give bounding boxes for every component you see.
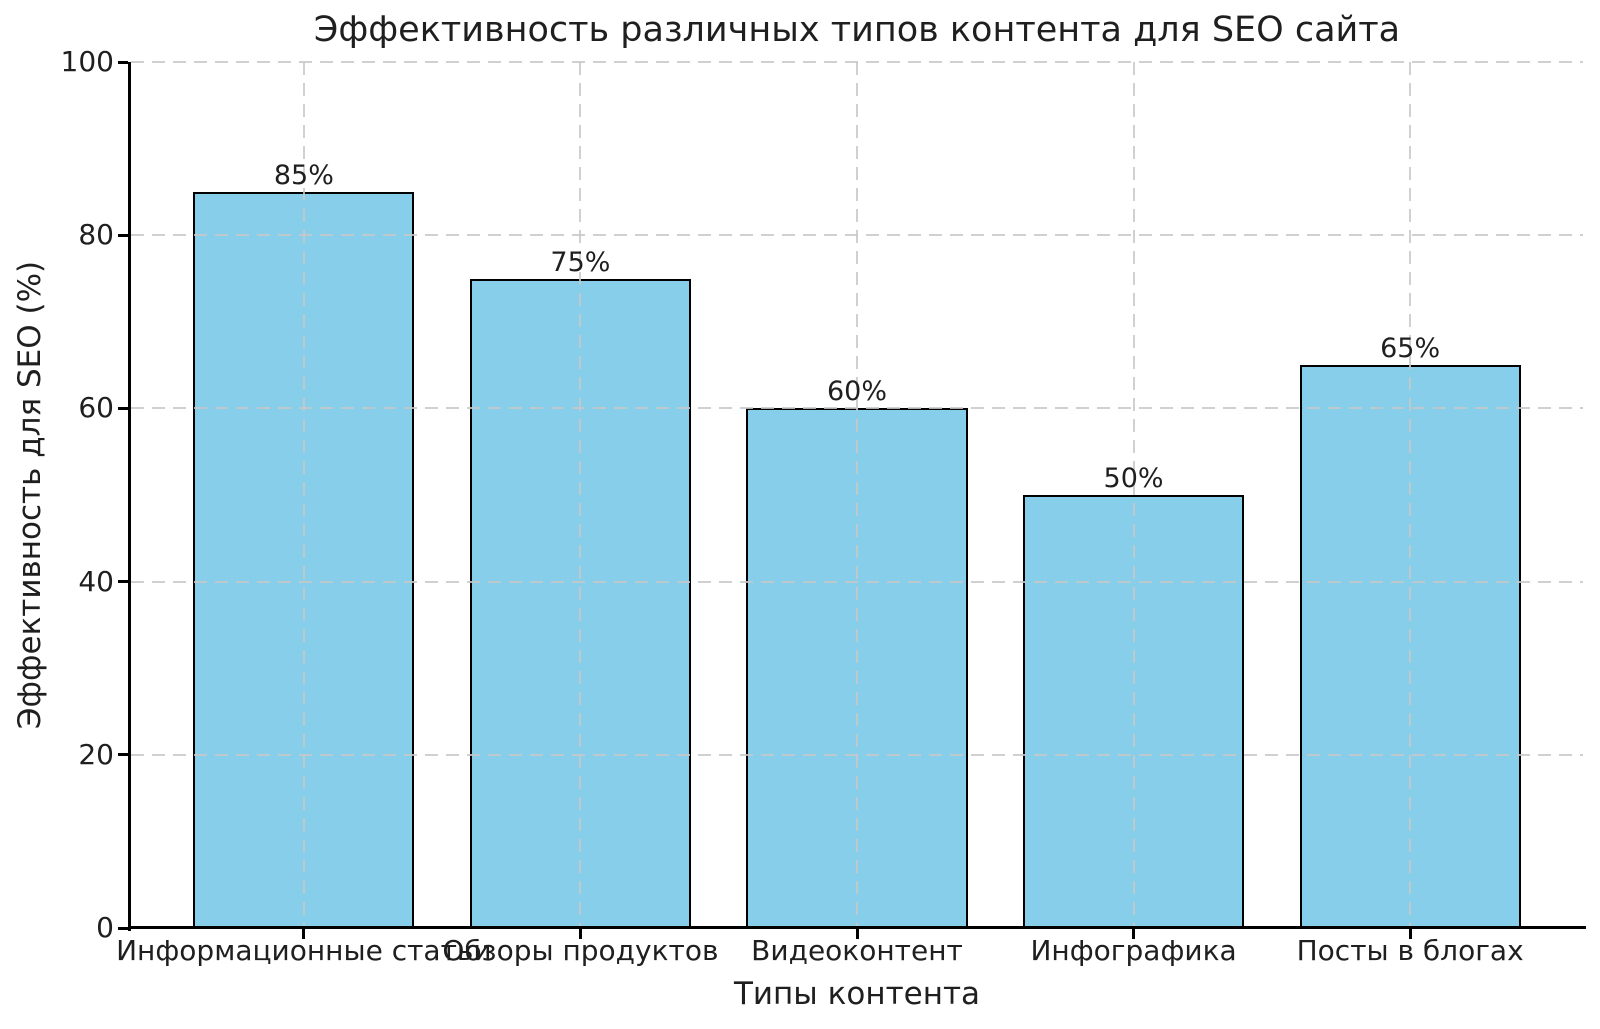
x-tick-label: Инфографика (1030, 934, 1237, 967)
bar-value-label: 65% (1380, 333, 1441, 365)
y-tick-mark (118, 406, 128, 410)
x-tick-mark (578, 929, 582, 939)
x-tick-mark (855, 929, 859, 939)
y-tick-label: 0 (96, 911, 114, 944)
x-tick-label: Посты в блогах (1296, 934, 1524, 967)
bar-value-label: 60% (826, 376, 888, 408)
x-tick-mark (302, 929, 306, 939)
x-tick-mark (1132, 929, 1136, 939)
y-tick-label: 20 (78, 737, 114, 771)
v-gridline (1409, 62, 1412, 928)
chart-title: Эффективность различных типов контента д… (313, 10, 1401, 50)
x-tick-label: Видеоконтент (751, 934, 963, 967)
v-gridline (302, 62, 305, 928)
y-tick-mark (118, 60, 128, 64)
x-axis-label: Типы контента (733, 976, 981, 1012)
left-spine (128, 62, 131, 931)
y-tick-mark (118, 580, 128, 584)
bar-value-label: 75% (550, 246, 611, 278)
y-axis-label: Эффективность для SEO (%) (12, 260, 48, 730)
v-gridline (1132, 62, 1135, 928)
bar-value-label: 50% (1103, 463, 1164, 494)
v-gridline (856, 62, 858, 928)
y-tick-mark (118, 753, 128, 757)
v-gridline (579, 62, 582, 928)
x-tick-mark (1408, 929, 1412, 939)
x-tick-label: Информационные статьи (116, 934, 492, 967)
bar-value-label: 85% (273, 159, 334, 191)
y-tick-label: 40 (78, 564, 114, 598)
y-tick-label: 100 (60, 45, 114, 78)
bottom-spine (128, 926, 1586, 929)
y-tick-label: 60 (78, 391, 114, 425)
y-tick-mark (118, 233, 128, 237)
y-tick-label: 80 (78, 218, 114, 252)
y-tick-mark (118, 926, 128, 930)
x-tick-label: Обзоры продуктов (442, 934, 719, 967)
